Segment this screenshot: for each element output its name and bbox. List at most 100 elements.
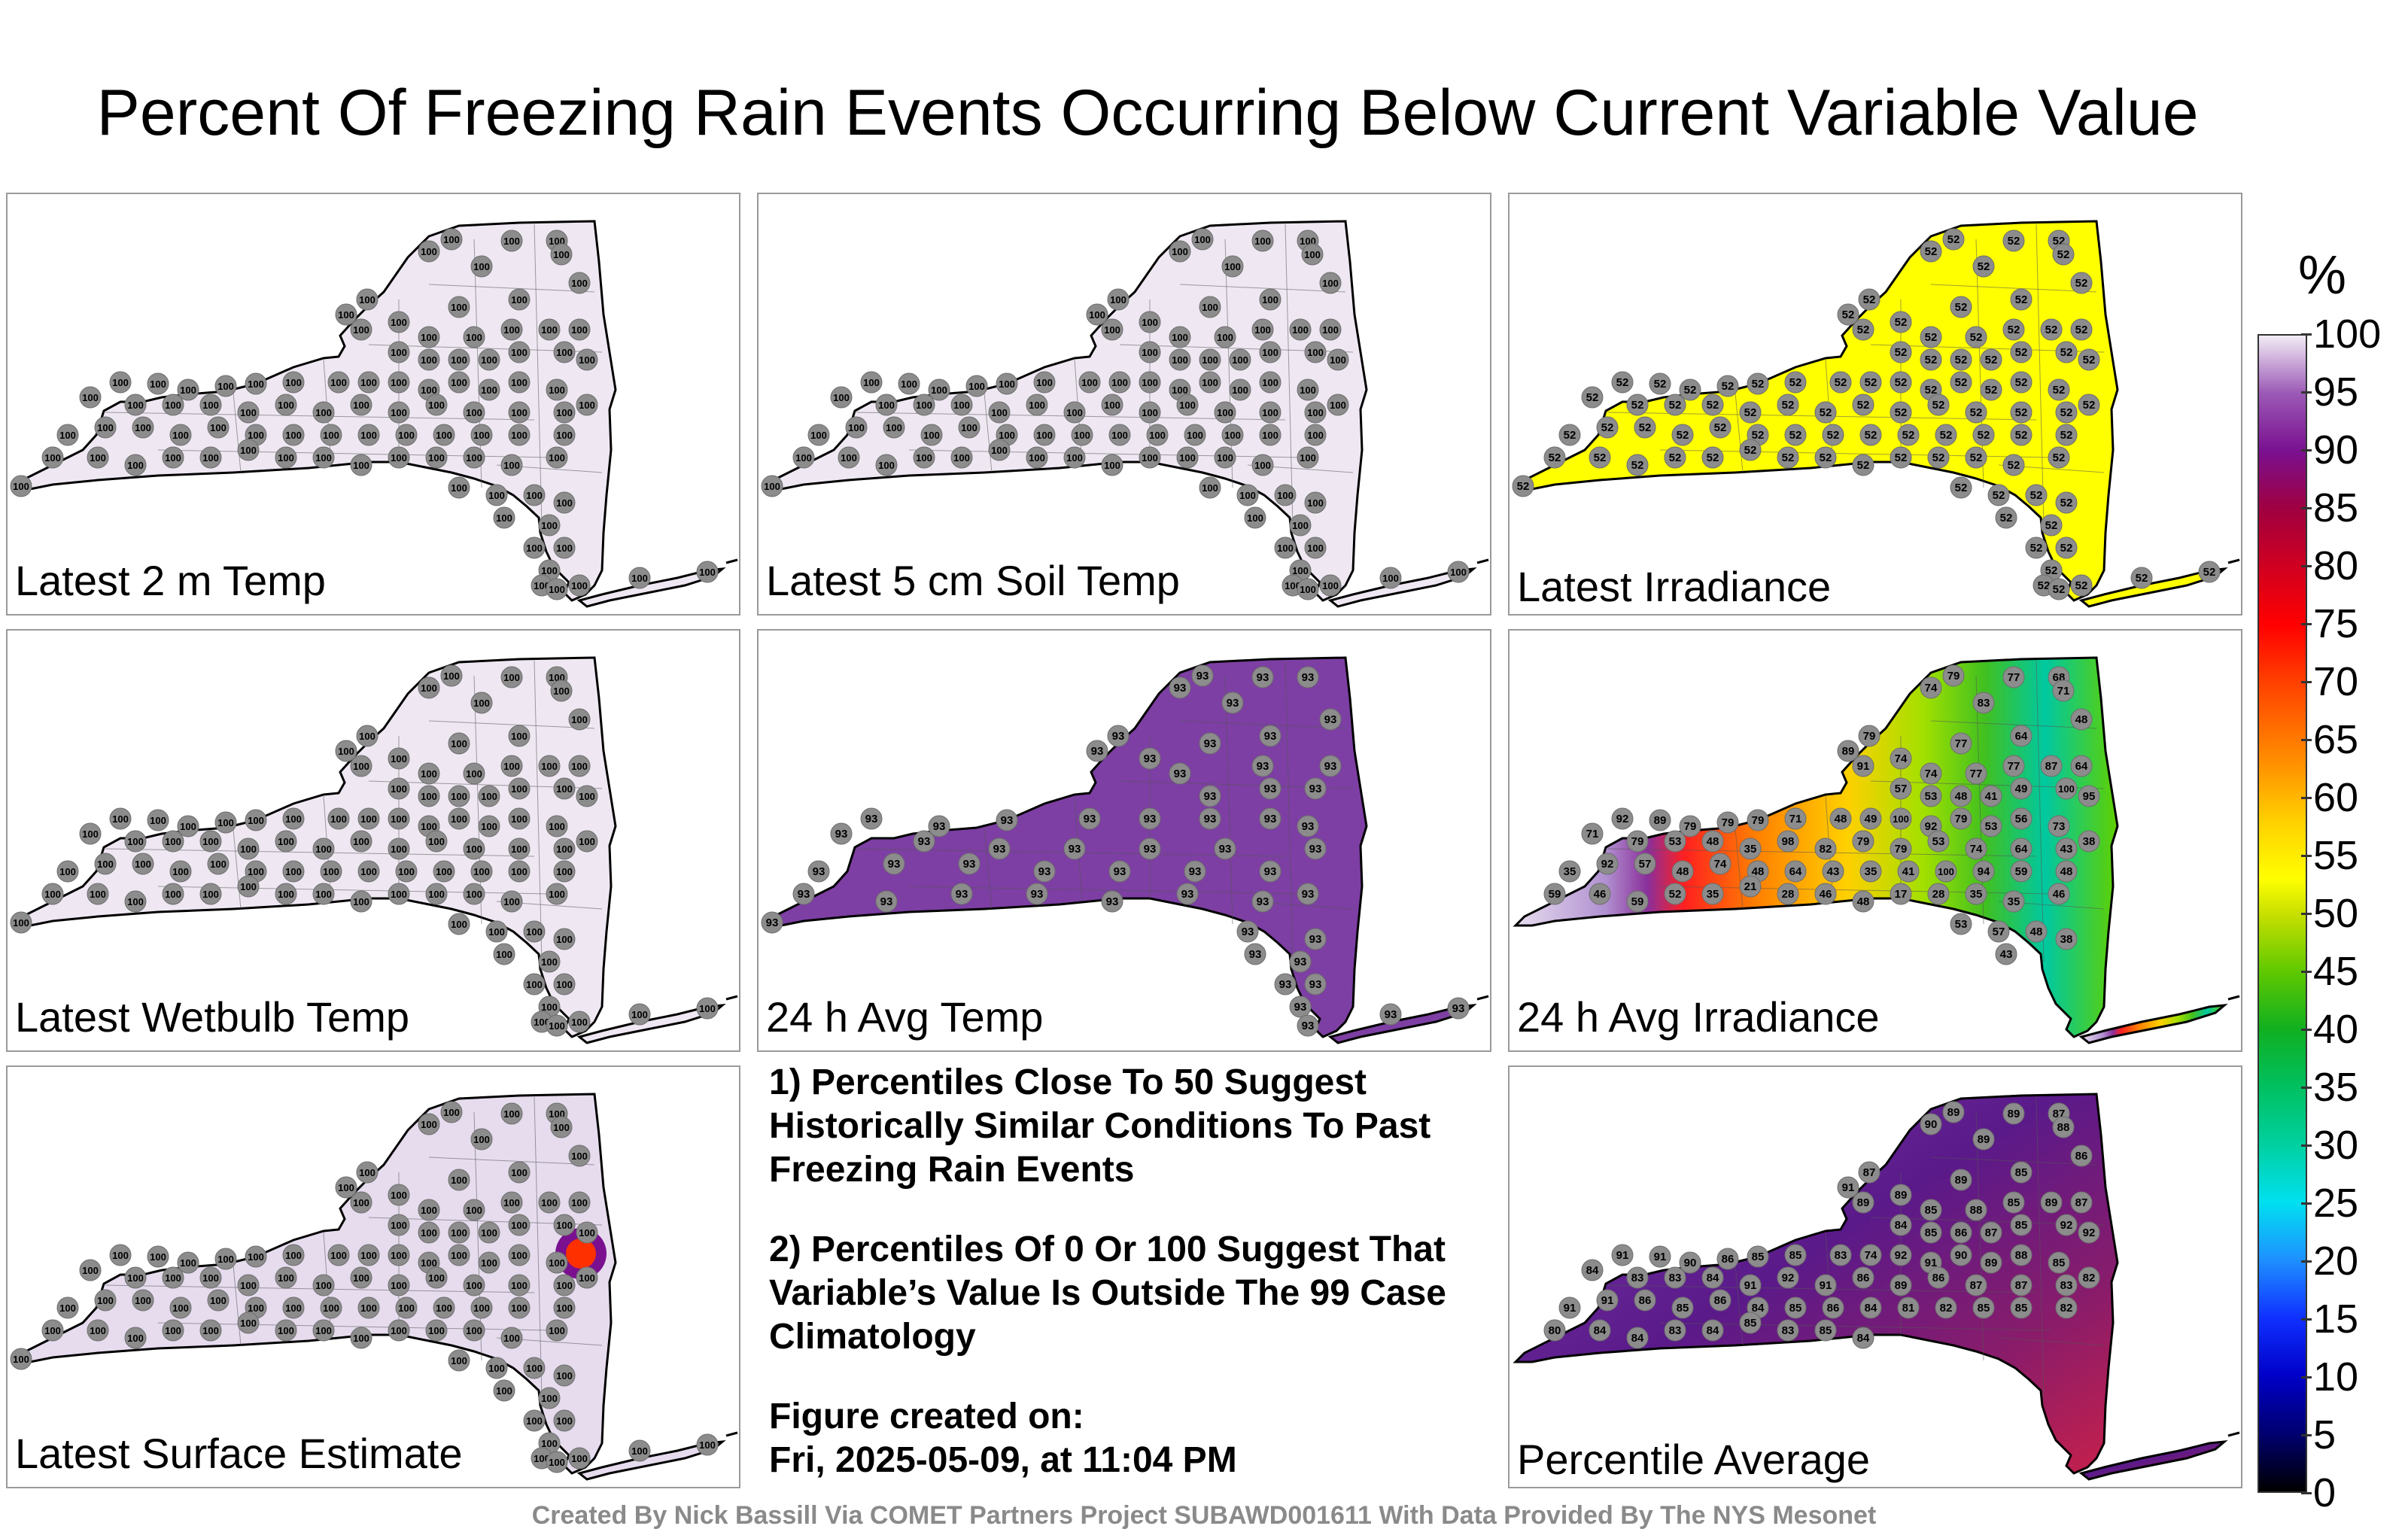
station-marker: 100 <box>177 378 199 401</box>
station-marker: 100 <box>418 326 440 348</box>
station-dot <box>2070 318 2093 341</box>
station-value: 87 <box>2015 1279 2028 1292</box>
station-value: 100 <box>391 317 407 328</box>
station-marker: 52 <box>1664 394 1686 416</box>
station-value: 100 <box>961 422 977 433</box>
station-dot <box>508 288 531 311</box>
station-dot <box>1701 830 1724 853</box>
station-marker: 74 <box>1965 837 1987 860</box>
station-marker: 100 <box>320 1296 342 1319</box>
station-marker: 100 <box>124 830 147 853</box>
station-marker: 100 <box>1259 401 1282 424</box>
station-value: 100 <box>556 1220 573 1231</box>
station-value: 100 <box>240 445 257 456</box>
station-marker: 100 <box>546 1451 568 1473</box>
station-dot <box>546 578 568 600</box>
station-value: 100 <box>553 685 570 697</box>
station-value: 100 <box>1111 430 1128 441</box>
station-dot <box>928 378 950 401</box>
station-dot <box>2070 1144 2093 1167</box>
station-dot <box>177 378 199 401</box>
station-dot <box>2078 348 2100 371</box>
station-dot <box>883 853 905 875</box>
county-line <box>1975 675 1984 925</box>
colorbar-tick-mark <box>2301 971 2312 973</box>
station-dot <box>1920 326 1942 348</box>
station-marker: 52 <box>1995 506 2017 529</box>
station-value: 100 <box>1300 385 1316 396</box>
station-dot <box>350 1266 372 1289</box>
station-dot <box>1671 424 1694 446</box>
station-marker: 93 <box>1063 837 1086 860</box>
station-value: 52 <box>1895 346 1908 359</box>
station-marker: 52 <box>2048 378 2070 401</box>
station-value: 100 <box>315 452 332 464</box>
station-marker: 100 <box>162 446 184 469</box>
station-marker: 100 <box>950 394 973 416</box>
station-dot <box>440 664 463 687</box>
station-marker: 100 <box>388 777 410 800</box>
station-value: 100 <box>82 1265 99 1276</box>
station-value: 93 <box>1309 783 1322 795</box>
station-value: 89 <box>1947 1106 1960 1119</box>
station-marker: 100 <box>1214 326 1236 348</box>
station-dot <box>1108 860 1131 883</box>
station-marker: 80 <box>1543 1319 1566 1342</box>
station-dot <box>1701 394 1724 416</box>
station-value: 100 <box>248 378 264 390</box>
station-dot <box>807 860 830 883</box>
station-marker: 100 <box>56 424 79 446</box>
station-value: 35 <box>1744 843 1757 856</box>
station-value: 48 <box>2030 926 2043 938</box>
station-marker: 100 <box>94 1289 117 1312</box>
note-2: 2) Percentiles Of 0 Or 100 Suggest That … <box>769 1230 1446 1357</box>
station-value: 100 <box>97 1295 114 1306</box>
station-marker: 52 <box>2055 401 2078 424</box>
station-value: 93 <box>1189 865 1202 878</box>
station-value: 100 <box>278 400 294 411</box>
station-marker: 100 <box>1229 348 1251 371</box>
station-marker: 100 <box>132 416 154 439</box>
station-value: 52 <box>1895 451 1908 464</box>
station-marker: 100 <box>568 1447 591 1470</box>
station-value: 91 <box>1857 760 1870 773</box>
station-marker: 93 <box>1259 725 1282 747</box>
station-value: 52 <box>2045 519 2058 532</box>
station-value: 100 <box>428 836 445 847</box>
station-marker: 100 <box>425 830 448 853</box>
station-value: 79 <box>1722 816 1735 829</box>
station-dot <box>1379 567 1402 589</box>
station-dot <box>470 692 493 714</box>
station-dot <box>1822 424 1844 446</box>
colorbar-tick-mark <box>2301 797 2312 799</box>
station-marker: 100 <box>508 371 531 394</box>
station-dot <box>1297 883 1319 905</box>
station-marker: 100 <box>132 853 154 875</box>
station-marker: 91 <box>1649 1245 1671 1268</box>
station-dot <box>1920 762 1942 785</box>
station-value: 59 <box>2015 865 2028 878</box>
station-value: 100 <box>443 670 460 682</box>
station-value: 100 <box>841 452 857 464</box>
station-marker: 100 <box>237 439 260 461</box>
station-dot <box>1822 860 1844 883</box>
station-dot <box>1199 476 1221 499</box>
station-value: 38 <box>2083 835 2096 848</box>
station-value: 93 <box>918 835 931 848</box>
station-marker: 52 <box>1859 424 1882 446</box>
station-dot <box>1701 1266 1724 1289</box>
station-value: 100 <box>285 1250 302 1261</box>
station-dot <box>388 1319 410 1342</box>
station-marker: 93 <box>1297 1014 1319 1037</box>
station-value: 48 <box>1707 835 1719 848</box>
station-dot <box>1543 1319 1566 1342</box>
station-dot <box>1199 807 1221 830</box>
station-value: 93 <box>1144 813 1157 825</box>
station-marker: 100 <box>199 446 222 469</box>
station-dot <box>1935 424 1957 446</box>
station-dot <box>1251 318 1274 341</box>
station-dot <box>958 416 981 439</box>
station-marker: 100 <box>508 341 531 363</box>
station-marker: 100 <box>761 475 783 497</box>
station-value: 100 <box>451 1250 467 1261</box>
